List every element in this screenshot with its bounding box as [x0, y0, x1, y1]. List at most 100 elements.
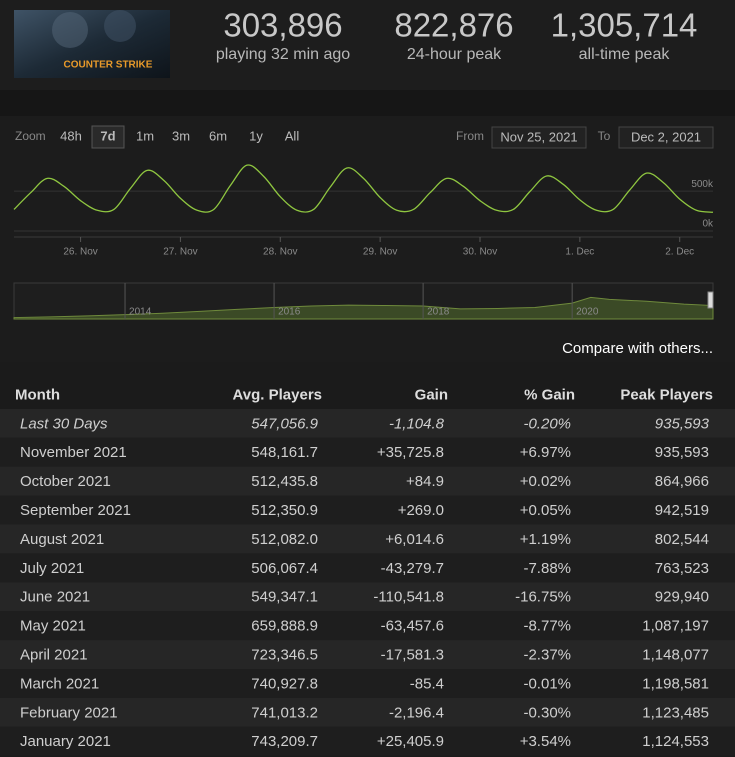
table-cell: -63,457.6 — [381, 618, 444, 635]
table-cell: +0.05% — [520, 502, 571, 519]
x-tick-label: 2. Dec — [665, 247, 694, 258]
band — [0, 90, 735, 116]
navigator-area — [13, 296, 714, 320]
table-cell: January 2021 — [20, 733, 111, 750]
zoom-button[interactable]: 7d — [100, 128, 115, 143]
table-row — [0, 495, 735, 525]
from-input[interactable] — [491, 126, 587, 149]
table-header: Peak Players — [620, 386, 713, 403]
table-cell: 659,888.9 — [251, 618, 318, 635]
table-cell: -43,279.7 — [381, 560, 444, 577]
navigator-tick-label: 2016 — [278, 307, 301, 318]
table-cell: May 2021 — [20, 618, 86, 635]
table-cell: 1,123,485 — [642, 704, 709, 721]
table-cell: Last 30 Days — [20, 415, 108, 432]
table-cell: +1.19% — [520, 531, 571, 548]
table-cell: +3.54% — [520, 733, 571, 750]
table-row — [0, 437, 735, 467]
table-cell: 512,435.8 — [251, 473, 318, 490]
table-cell: 741,013.2 — [251, 704, 318, 721]
table-cell: 864,966 — [655, 473, 709, 490]
logo-figure — [52, 12, 88, 48]
table-cell: October 2021 — [20, 473, 111, 490]
table-cell: +6.97% — [520, 444, 571, 461]
table-row — [0, 524, 735, 554]
table-cell: 929,940 — [655, 589, 709, 606]
table-cell: -0.01% — [523, 675, 571, 692]
to-label: To — [598, 129, 611, 143]
table-row — [0, 640, 735, 669]
table-row — [0, 408, 735, 438]
table-cell: 512,082.0 — [251, 531, 318, 548]
table-cell: 802,544 — [655, 531, 709, 548]
table-cell: +6,014.6 — [385, 531, 444, 548]
zoom-button[interactable]: 3m — [172, 128, 190, 143]
logo-text: COUNTER STRIKE — [64, 60, 153, 71]
table-cell: 548,161.7 — [251, 444, 318, 461]
navigator-handle[interactable] — [707, 291, 714, 309]
zoom-button[interactable]: 6m — [209, 128, 227, 143]
player-line — [13, 164, 714, 213]
table-cell: 547,056.9 — [251, 415, 318, 432]
to-date: Dec 2, 2021 — [631, 129, 701, 144]
table-cell: -17,581.3 — [381, 647, 444, 664]
y-tick-label: 0k — [702, 219, 714, 230]
table-header: % Gain — [524, 386, 575, 403]
table-row — [0, 582, 735, 612]
table-cell: 723,346.5 — [251, 647, 318, 664]
table-cell: 1,198,581 — [642, 675, 709, 692]
table-cell: +25,405.9 — [377, 733, 444, 750]
table-cell: -0.30% — [523, 704, 571, 721]
table-row — [0, 697, 735, 727]
zoom-button[interactable]: 1m — [136, 128, 154, 143]
navigator-tick-label: 2018 — [427, 307, 450, 318]
zoom-button[interactable]: 48h — [60, 128, 82, 143]
from-label: From — [456, 129, 484, 143]
table-row — [0, 726, 735, 756]
table-cell: March 2021 — [20, 675, 99, 692]
table-cell: 763,523 — [655, 560, 709, 577]
table-cell: 1,148,077 — [642, 647, 709, 664]
table-cell: -2,196.4 — [389, 704, 444, 721]
game-logo — [14, 10, 170, 78]
zoom-button[interactable]: All — [285, 128, 300, 143]
x-tick-label: 1. Dec — [565, 247, 594, 258]
table-cell: June 2021 — [20, 589, 90, 606]
table-cell: 512,350.9 — [251, 502, 318, 519]
table-cell: 1,124,553 — [642, 733, 709, 750]
stat-value: 1,305,714 — [551, 7, 698, 44]
table-cell: 935,593 — [655, 444, 709, 461]
zoom-button[interactable]: 1y — [249, 128, 263, 143]
x-tick-label: 28. Nov — [263, 247, 297, 258]
table-row — [0, 553, 735, 583]
y-tick-label: 500k — [691, 179, 714, 190]
to-input[interactable] — [618, 126, 714, 149]
x-tick-label: 27. Nov — [163, 247, 197, 258]
table-cell: -110,541.8 — [373, 589, 444, 606]
table-cell: -85.4 — [410, 675, 444, 692]
table-header: Month — [15, 386, 60, 403]
table-cell: 935,593 — [655, 415, 710, 432]
table-header: Avg. Players — [233, 386, 323, 403]
stat-value: 303,896 — [223, 7, 342, 44]
table-cell: +269.0 — [398, 502, 444, 519]
table-cell: -7.88% — [523, 560, 571, 577]
table-cell: +0.02% — [520, 473, 571, 490]
table-cell: 549,347.1 — [251, 589, 318, 606]
table-cell: August 2021 — [20, 531, 104, 548]
table-cell: -0.20% — [523, 415, 571, 432]
table-cell: 506,067.4 — [251, 560, 318, 577]
table-row — [0, 466, 735, 496]
stat-value: 822,876 — [394, 7, 513, 44]
x-tick-label: 29. Nov — [363, 247, 397, 258]
table-cell: July 2021 — [20, 560, 84, 577]
stat-label: 24-hour peak — [407, 46, 502, 63]
compare-link[interactable]: Compare with others... — [562, 340, 713, 357]
table-row — [0, 611, 735, 641]
table-cell: 1,087,197 — [642, 618, 709, 635]
zoom-active — [91, 125, 125, 149]
table-cell: 743,209.7 — [251, 733, 318, 750]
table-cell: 740,927.8 — [251, 675, 318, 692]
table-header: Gain — [415, 386, 448, 403]
